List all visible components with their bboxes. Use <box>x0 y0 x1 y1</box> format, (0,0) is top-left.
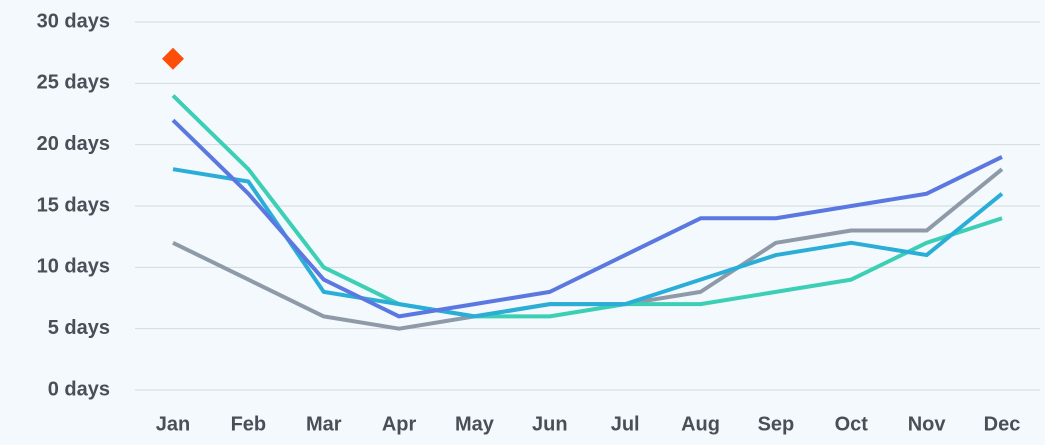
x-tick-label: Jan <box>156 413 190 435</box>
x-tick-label: Apr <box>382 413 417 435</box>
y-tick-label: 30 days <box>37 10 110 32</box>
x-tick-label: Mar <box>306 413 342 435</box>
x-tick-label: Jul <box>611 413 640 435</box>
y-tick-label: 10 days <box>37 256 110 278</box>
line <box>171 118 1003 319</box>
x-tick-label: Jun <box>532 413 568 435</box>
y-tick-label: 15 days <box>37 194 110 216</box>
x-tick-label: Dec <box>984 413 1021 435</box>
x-tick-label: Nov <box>908 413 947 435</box>
x-tick-label: Feb <box>231 413 267 435</box>
y-tick-label: 25 days <box>37 72 110 94</box>
y-tick-label: 20 days <box>37 133 110 155</box>
x-tick-label: Oct <box>835 413 869 435</box>
x-tick-label: May <box>455 413 495 435</box>
line <box>172 167 1004 319</box>
line <box>171 94 1003 319</box>
y-tick-label: 5 days <box>48 317 110 339</box>
x-tick-label: Aug <box>681 413 720 435</box>
x-tick-label: Sep <box>758 413 795 435</box>
marker <box>162 47 184 70</box>
y-tick-label: 0 days <box>48 378 110 400</box>
